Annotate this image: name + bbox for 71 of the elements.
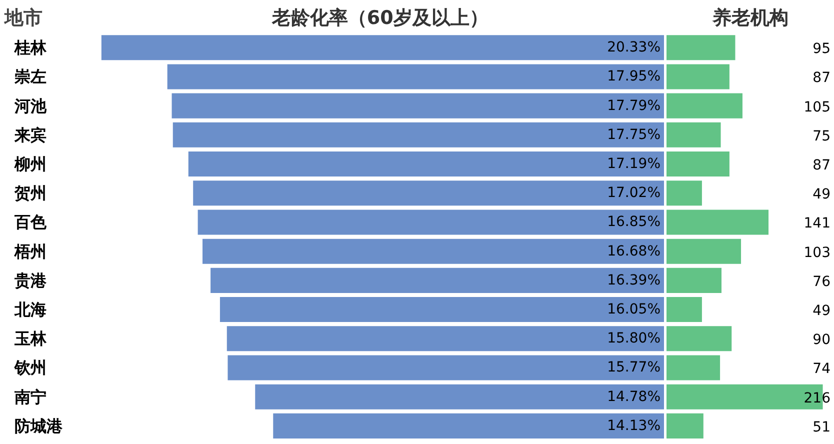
bar: [255, 384, 664, 410]
y-tick-label: 桂林: [14, 38, 48, 58]
data-label: 105: [804, 99, 831, 116]
data-label: 17.02%: [607, 185, 661, 202]
y-tick-label: 钦州: [14, 358, 46, 378]
data-label: 95: [812, 41, 831, 58]
data-label: 17.95%: [607, 68, 661, 85]
chart-title: 老龄化率（60岁及以上）: [270, 6, 488, 29]
data-label: 16.39%: [607, 272, 661, 288]
data-label: 49: [812, 186, 831, 203]
y-tick-label: 玉林: [14, 329, 48, 348]
data-label: 75: [812, 128, 831, 144]
bar: [666, 238, 742, 264]
bar: [167, 64, 664, 90]
y-tick-label: 百色: [14, 212, 48, 232]
y-tick-label: 来宾: [14, 125, 46, 144]
bar: [666, 122, 721, 148]
data-label: 17.75%: [607, 126, 661, 143]
data-label: 49: [812, 303, 831, 320]
data-label: 20.33%: [607, 40, 661, 56]
bar: [666, 35, 736, 60]
bar: [666, 297, 702, 322]
bar: [228, 355, 664, 380]
bar: [172, 93, 664, 118]
data-label: 74: [812, 361, 831, 378]
bar: [188, 152, 664, 177]
data-label: 51: [812, 419, 831, 436]
chart-title: 养老机构: [712, 6, 788, 29]
bar: [666, 355, 720, 380]
y-tick-label: 贵港: [14, 270, 48, 290]
data-label: 14.78%: [607, 388, 661, 405]
data-label: 17.19%: [607, 156, 661, 172]
bar: [210, 268, 664, 293]
data-label: 87: [812, 70, 831, 86]
data-label: 14.13%: [607, 418, 661, 434]
y-tick-label: 北海: [14, 300, 46, 320]
bar: [666, 180, 702, 206]
data-label: 16.85%: [607, 214, 661, 230]
data-label: 16.68%: [607, 243, 661, 260]
bar: [273, 413, 664, 438]
y-tick-label: 柳州: [14, 154, 46, 174]
bar: [202, 238, 664, 264]
bar: [226, 326, 664, 352]
data-label: 103: [804, 244, 831, 261]
data-label: 17.79%: [607, 98, 661, 114]
data-label: 16.05%: [607, 302, 661, 318]
data-label: 76: [812, 274, 831, 290]
bar: [101, 35, 664, 60]
y-tick-label: 防城港: [14, 416, 64, 436]
bar: [666, 413, 704, 438]
bar: [666, 93, 742, 118]
bar: [666, 152, 730, 177]
bar: [193, 180, 664, 206]
bar: [666, 268, 722, 293]
y-axis-title: 地市: [4, 6, 42, 29]
data-label: 15.77%: [607, 360, 661, 376]
data-label: 87: [812, 158, 831, 174]
data-label: 15.80%: [607, 330, 661, 347]
y-tick-label: 河池: [14, 96, 48, 116]
bar: [220, 297, 664, 322]
y-tick-label: 梧州: [14, 242, 46, 261]
y-tick-label: 贺州: [14, 184, 46, 203]
data-label: 141: [804, 216, 831, 232]
bar: [666, 326, 732, 352]
y-tick-label: 崇左: [14, 67, 46, 86]
bar: [666, 64, 730, 90]
bar: [666, 210, 769, 235]
y-tick-label: 南宁: [14, 387, 46, 406]
data-label: 90: [812, 332, 831, 348]
bar: [198, 210, 664, 235]
bar: [172, 122, 664, 148]
